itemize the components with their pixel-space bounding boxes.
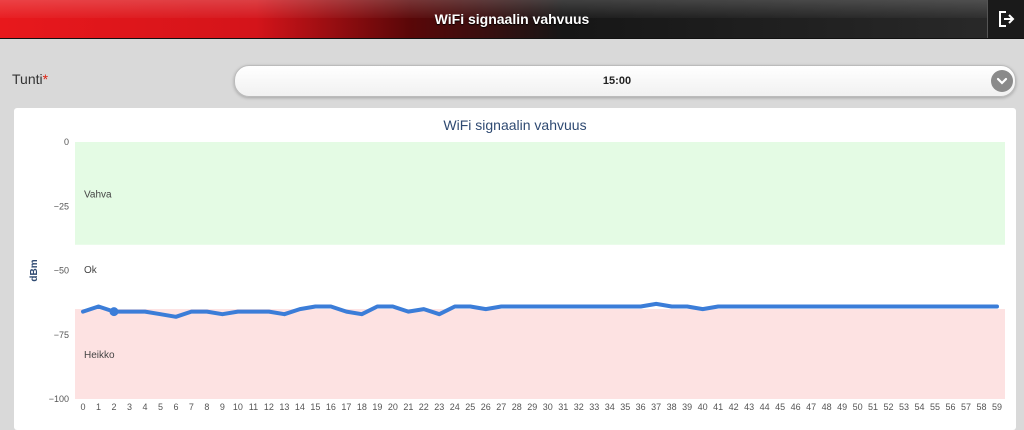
x-tick-label: 15 <box>310 402 320 412</box>
x-tick-label: 9 <box>220 402 225 412</box>
x-tick-label: 5 <box>158 402 163 412</box>
x-tick-label: 29 <box>527 402 537 412</box>
band-vahva <box>75 142 1005 245</box>
y-tick-label: −75 <box>54 330 69 340</box>
series-line <box>81 301 999 319</box>
x-tick-label: 21 <box>403 402 413 412</box>
y-tick-label: −25 <box>54 201 69 211</box>
hour-select[interactable]: 15:00 <box>234 65 1016 97</box>
x-tick-label: 53 <box>899 402 909 412</box>
x-tick-label: 25 <box>465 402 475 412</box>
x-tick-label: 57 <box>961 402 971 412</box>
x-tick-label: 41 <box>713 402 723 412</box>
x-tick-label: 14 <box>295 402 305 412</box>
x-tick-label: 35 <box>620 402 630 412</box>
x-tick-label: 40 <box>698 402 708 412</box>
y-tick-label: −100 <box>49 394 69 404</box>
x-tick-label: 54 <box>915 402 925 412</box>
x-tick-label: 1 <box>96 402 101 412</box>
x-tick-label: 50 <box>853 402 863 412</box>
required-mark: * <box>42 71 49 87</box>
x-tick-label: 4 <box>142 402 147 412</box>
x-tick-label: 11 <box>249 402 258 412</box>
band-label-vahva: Vahva <box>84 189 112 200</box>
x-tick-label: 13 <box>279 402 289 412</box>
hour-label: Tunti* <box>12 71 48 87</box>
chevron-down-icon[interactable] <box>991 70 1013 92</box>
x-tick-label: 7 <box>189 402 194 412</box>
x-tick-label: 48 <box>822 402 832 412</box>
hour-label-text: Tunti <box>12 71 43 87</box>
x-tick-label: 28 <box>512 402 522 412</box>
x-tick-label: 20 <box>388 402 398 412</box>
y-tick-label: −50 <box>54 266 69 276</box>
x-tick-label: 34 <box>605 402 615 412</box>
y-axis-label: dBm <box>29 259 40 281</box>
x-tick-label: 23 <box>434 402 444 412</box>
x-tick-label: 47 <box>806 402 816 412</box>
chart-panel: Vahva Ok Heikko WiFi signaalin vahvuus dBm 0 −… <box>14 108 1016 430</box>
x-tick-label: 49 <box>837 402 847 412</box>
x-tick-label: 59 <box>992 402 1002 412</box>
x-tick-label: 30 <box>543 402 553 412</box>
x-tick-label: 26 <box>481 402 491 412</box>
signal-chart: Vahva Ok Heikko WiFi signaalin vahvuus dBm 0 −… <box>29 117 1005 412</box>
band-label-heikko: Heikko <box>84 350 115 361</box>
logout-icon <box>999 11 1015 27</box>
x-tick-label: 8 <box>204 402 209 412</box>
x-tick-label: 45 <box>775 402 785 412</box>
x-tick-label: 18 <box>357 402 367 412</box>
logout-button[interactable] <box>987 0 1024 38</box>
x-tick-label: 37 <box>651 402 661 412</box>
app-header: WiFi signaalin vahvuus <box>0 0 1024 39</box>
header-gloss <box>0 0 1024 18</box>
x-tick-label: 2 <box>111 402 116 412</box>
x-tick-label: 55 <box>930 402 940 412</box>
x-tick-label: 31 <box>558 402 568 412</box>
x-tick-label: 58 <box>977 402 987 412</box>
x-tick-label: 51 <box>868 402 878 412</box>
band-label-ok: Ok <box>84 265 98 276</box>
x-tick-label: 43 <box>744 402 754 412</box>
x-tick-label: 38 <box>667 402 677 412</box>
x-tick-label: 52 <box>884 402 894 412</box>
x-tick-label: 0 <box>80 402 85 412</box>
hour-form-row: Tunti* 15:00 <box>0 62 1024 97</box>
page-title: WiFi signaalin vahvuus <box>434 11 590 27</box>
x-tick-label: 12 <box>264 402 274 412</box>
band-heikko <box>75 309 1005 399</box>
x-tick-label: 33 <box>589 402 599 412</box>
x-tick-label: 32 <box>574 402 584 412</box>
x-tick-label: 46 <box>791 402 801 412</box>
x-tick-label: 10 <box>233 402 243 412</box>
x-tick-label: 39 <box>682 402 692 412</box>
x-tick-label: 19 <box>372 402 382 412</box>
y-tick-label: 0 <box>64 137 69 147</box>
x-tick-label: 36 <box>636 402 646 412</box>
x-tick-label: 42 <box>729 402 739 412</box>
x-tick-label: 44 <box>760 402 770 412</box>
x-tick-label: 27 <box>496 402 506 412</box>
x-tick-label: 16 <box>326 402 336 412</box>
x-tick-label: 24 <box>450 402 460 412</box>
hour-select-value: 15:00 <box>602 75 632 87</box>
x-tick-label: 17 <box>341 402 351 412</box>
x-tick-label: 6 <box>173 402 178 412</box>
x-tick-label: 22 <box>419 402 429 412</box>
x-tick-label: 56 <box>946 402 956 412</box>
chart-title: WiFi signaalin vahvuus <box>443 117 586 133</box>
x-tick-label: 3 <box>127 402 132 412</box>
series-point-marker <box>109 307 119 317</box>
